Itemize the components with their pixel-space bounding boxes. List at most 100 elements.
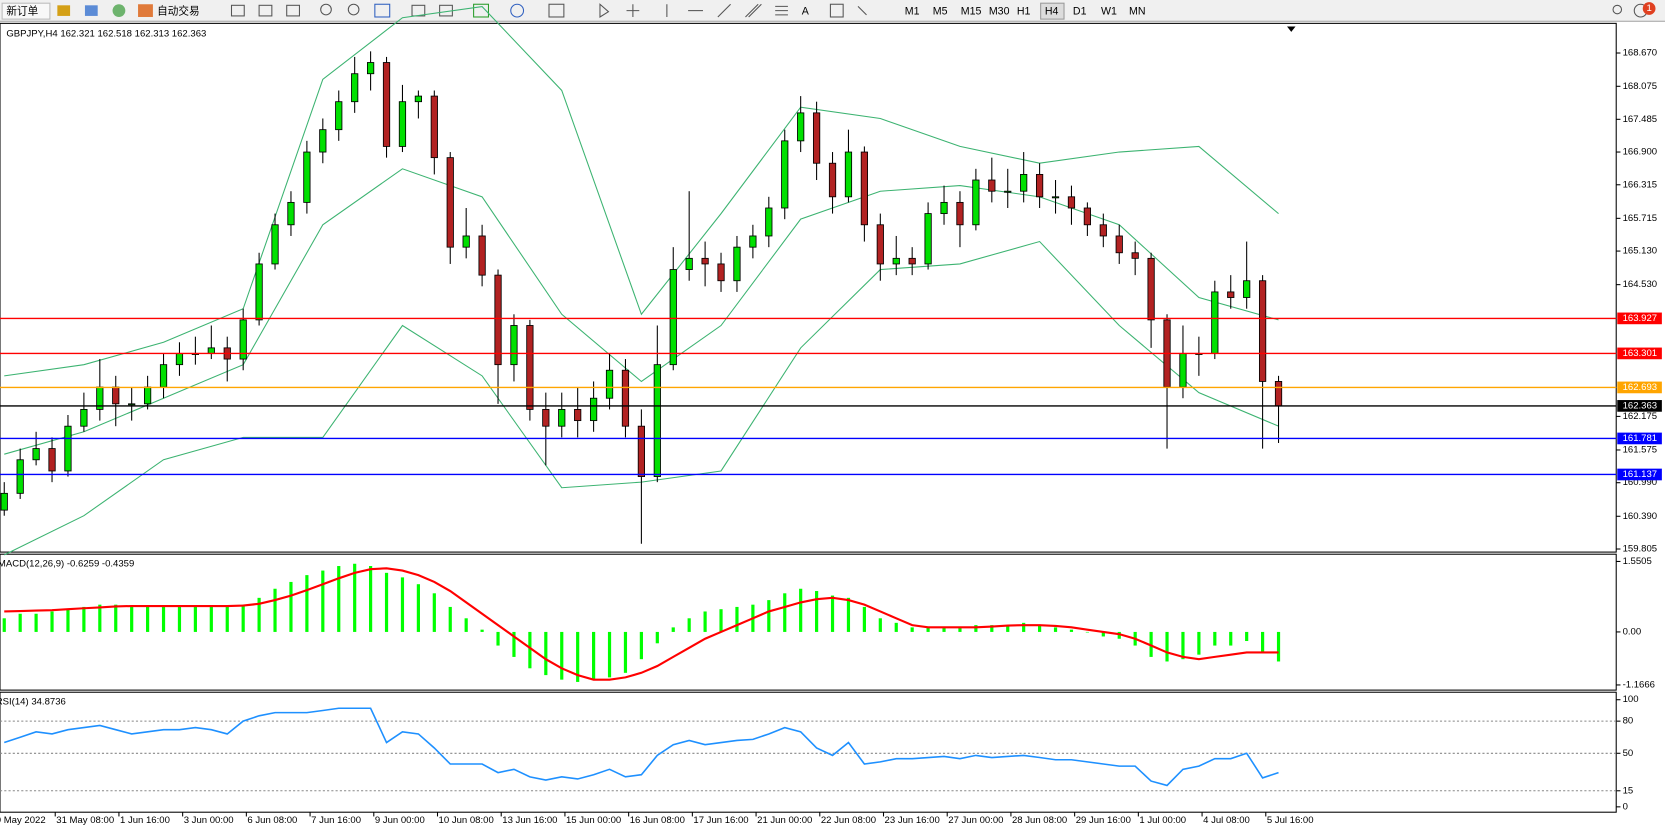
y-tick-label: 1.5505	[1623, 556, 1652, 567]
macd-bar	[1022, 622, 1026, 632]
candle-body	[908, 257, 916, 265]
price-level-tag	[1617, 432, 1662, 445]
macd-bar	[1038, 625, 1042, 632]
macd-bar	[34, 613, 38, 632]
candle-body	[143, 386, 152, 405]
timeframe-button[interactable]: H1	[1017, 5, 1031, 17]
candle-body	[685, 257, 693, 270]
timeframe-button[interactable]: D1	[1073, 5, 1087, 17]
chart-title: GBPJPY,H4 162.321 162.518 162.313 162.36…	[6, 28, 206, 39]
candle-body	[303, 151, 311, 203]
timeframe-button[interactable]: M5	[933, 5, 948, 17]
timeframe-button[interactable]: M15	[961, 5, 982, 17]
macd-bar	[369, 566, 373, 632]
macd-bar	[1006, 625, 1010, 632]
rsi-panel	[0, 691, 1617, 813]
timeframe-button[interactable]: MN	[1129, 5, 1146, 17]
macd-bar	[910, 627, 914, 632]
timeframe-button[interactable]: M1	[905, 5, 920, 17]
macd-bar	[1053, 627, 1058, 632]
candle-body	[1131, 252, 1139, 259]
candle-body	[48, 448, 56, 472]
x-tick-label: 3 Jun 00:00	[184, 815, 234, 826]
macd-bar	[1117, 631, 1121, 639]
macd-bar	[799, 588, 803, 632]
candle-body	[1067, 196, 1076, 209]
y-tick-label: 80	[1623, 716, 1634, 727]
order-button-bg[interactable]	[1, 2, 51, 20]
macd-bar	[815, 591, 819, 632]
candle-body	[956, 201, 964, 226]
y-tick-label: 50	[1623, 748, 1634, 759]
macd-bar	[1101, 631, 1105, 637]
macd-bar	[337, 566, 341, 632]
x-tick-label: 23 Jun 16:00	[885, 815, 940, 826]
candle-body	[892, 257, 900, 265]
macd-bar	[82, 606, 86, 632]
y-tick-label: 161.575	[1623, 444, 1658, 455]
macd-bar	[98, 604, 102, 632]
macd-bar	[2, 618, 6, 632]
candle-body	[398, 101, 407, 147]
timeframe-button[interactable]: W1	[1101, 5, 1117, 17]
order-button[interactable]: 新订单	[6, 4, 38, 17]
macd-bar	[512, 631, 516, 657]
macd-bar	[1165, 631, 1169, 662]
text-tool[interactable]: A	[802, 5, 810, 17]
candle-body	[844, 151, 853, 198]
x-tick-label: 31 May 08:00	[56, 815, 114, 826]
candle-body	[366, 62, 375, 75]
candle-body	[478, 235, 486, 276]
candle-body	[749, 235, 757, 248]
macd-bar	[687, 618, 691, 632]
main-panel	[0, 22, 1617, 553]
macd-bar	[878, 618, 882, 632]
macd-bar	[496, 631, 500, 646]
x-tick-label: 6 Jun 08:00	[247, 815, 297, 826]
candle-body	[80, 408, 88, 427]
candle-body	[1051, 196, 1060, 199]
candle-body	[1115, 235, 1123, 254]
macd-title: MACD(12,26,9) -0.6259 -0.4359	[0, 558, 134, 569]
candle-body	[1083, 207, 1091, 226]
candle-body	[733, 246, 741, 282]
candle-body	[988, 179, 996, 192]
candle-body	[510, 325, 518, 366]
candle-body	[287, 201, 295, 226]
macd-bar	[161, 606, 166, 632]
candle-body	[526, 325, 534, 410]
macd-bar	[703, 611, 707, 632]
alert-count: 1	[1646, 3, 1651, 14]
macd-signal	[4, 567, 1279, 681]
autotrade-button[interactable]: 自动交易	[157, 4, 199, 17]
candle-body	[924, 213, 932, 265]
timeframe-button[interactable]: H4	[1045, 5, 1059, 17]
x-tick-label: 10 Jun 08:00	[439, 815, 494, 826]
price-level-tag	[1617, 400, 1662, 412]
macd-bar	[464, 618, 468, 632]
timeframe-button[interactable]: M30	[989, 5, 1010, 17]
y-tick-label: 167.485	[1623, 114, 1658, 125]
price-level-label: 162.363	[1623, 400, 1658, 411]
candle-body	[1274, 381, 1283, 407]
candle-body	[1035, 173, 1044, 198]
candle-body	[781, 140, 789, 209]
candle-body	[335, 101, 343, 131]
macd-panel	[0, 553, 1617, 691]
x-tick-label: 1 Jun 16:00	[120, 815, 170, 826]
autotrade-icon	[138, 4, 153, 17]
candle-body	[159, 364, 168, 388]
macd-bar	[528, 631, 532, 669]
macd-bar	[735, 606, 739, 632]
macd-bar	[1276, 631, 1281, 662]
price-level-tag	[1617, 468, 1662, 481]
panels	[0, 22, 1617, 813]
price-level-label: 161.781	[1623, 433, 1658, 444]
macd-bar	[783, 593, 787, 632]
macd-bar	[1085, 631, 1089, 633]
macd-bar	[225, 606, 229, 632]
alert-badge	[1642, 2, 1656, 15]
candle-body	[558, 408, 566, 427]
candle-body	[589, 397, 598, 422]
